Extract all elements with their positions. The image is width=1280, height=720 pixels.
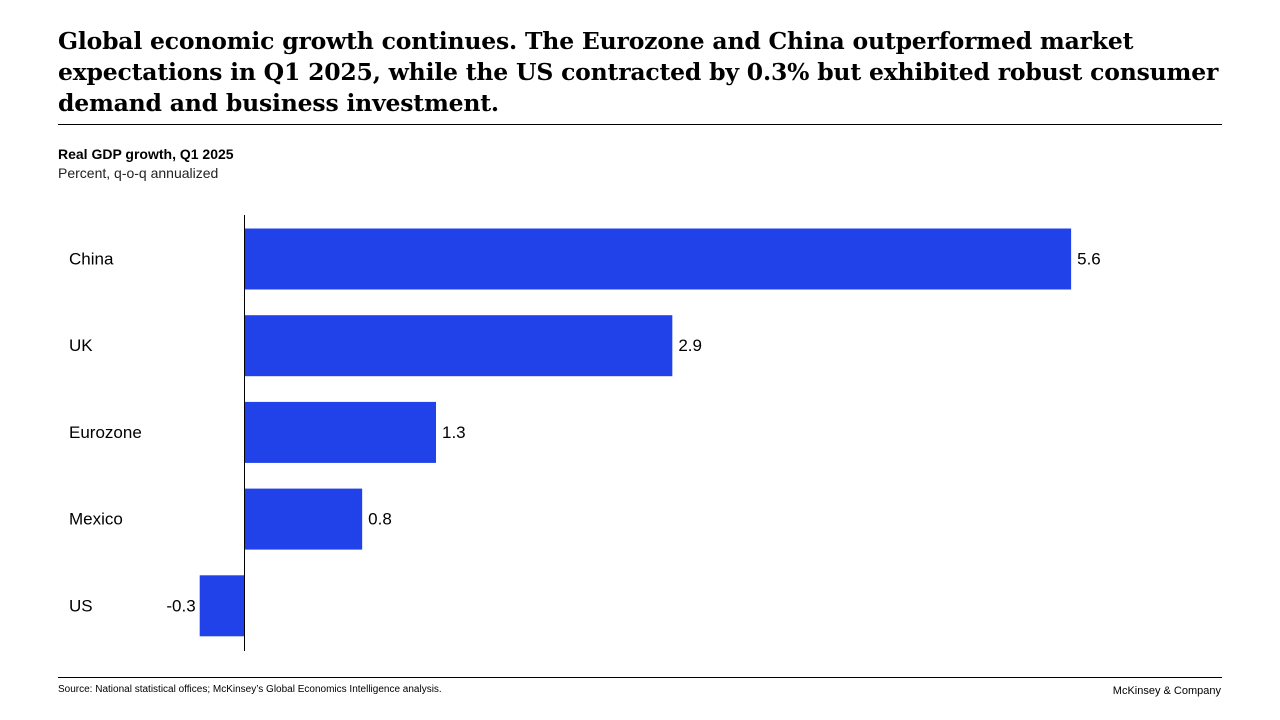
value-label-us: -0.3 <box>166 596 195 615</box>
bar-mexico <box>244 488 363 550</box>
category-label-eurozone: Eurozone <box>69 423 142 442</box>
category-label-uk: UK <box>69 336 93 355</box>
value-label-eurozone: 1.3 <box>442 423 466 442</box>
chart-title: Real GDP growth, Q1 2025 <box>58 146 234 162</box>
title-divider <box>58 124 1222 125</box>
bar-uk <box>244 315 673 377</box>
footer-divider <box>58 677 1222 678</box>
source-note: Source: National statistical offices; Mc… <box>58 684 442 695</box>
category-label-mexico: Mexico <box>69 510 123 529</box>
bar-eurozone <box>244 401 437 463</box>
headline: Global economic growth continues. The Eu… <box>58 27 1219 117</box>
category-label-china: China <box>69 250 114 269</box>
bar-us <box>199 575 244 637</box>
brand-name: McKinsey & Company <box>1112 685 1221 697</box>
category-label-us: US <box>69 596 93 615</box>
chart-subtitle: Percent, q-o-q annualized <box>58 165 219 181</box>
value-label-uk: 2.9 <box>678 336 702 355</box>
bar-china <box>244 228 1072 290</box>
value-label-mexico: 0.8 <box>368 510 392 529</box>
gdp-bar-chart: China 5.6 UK 2.9 Eurozone 1.3 Mexico 0.8 US -0.3 <box>69 215 1101 651</box>
value-label-china: 5.6 <box>1077 250 1101 269</box>
